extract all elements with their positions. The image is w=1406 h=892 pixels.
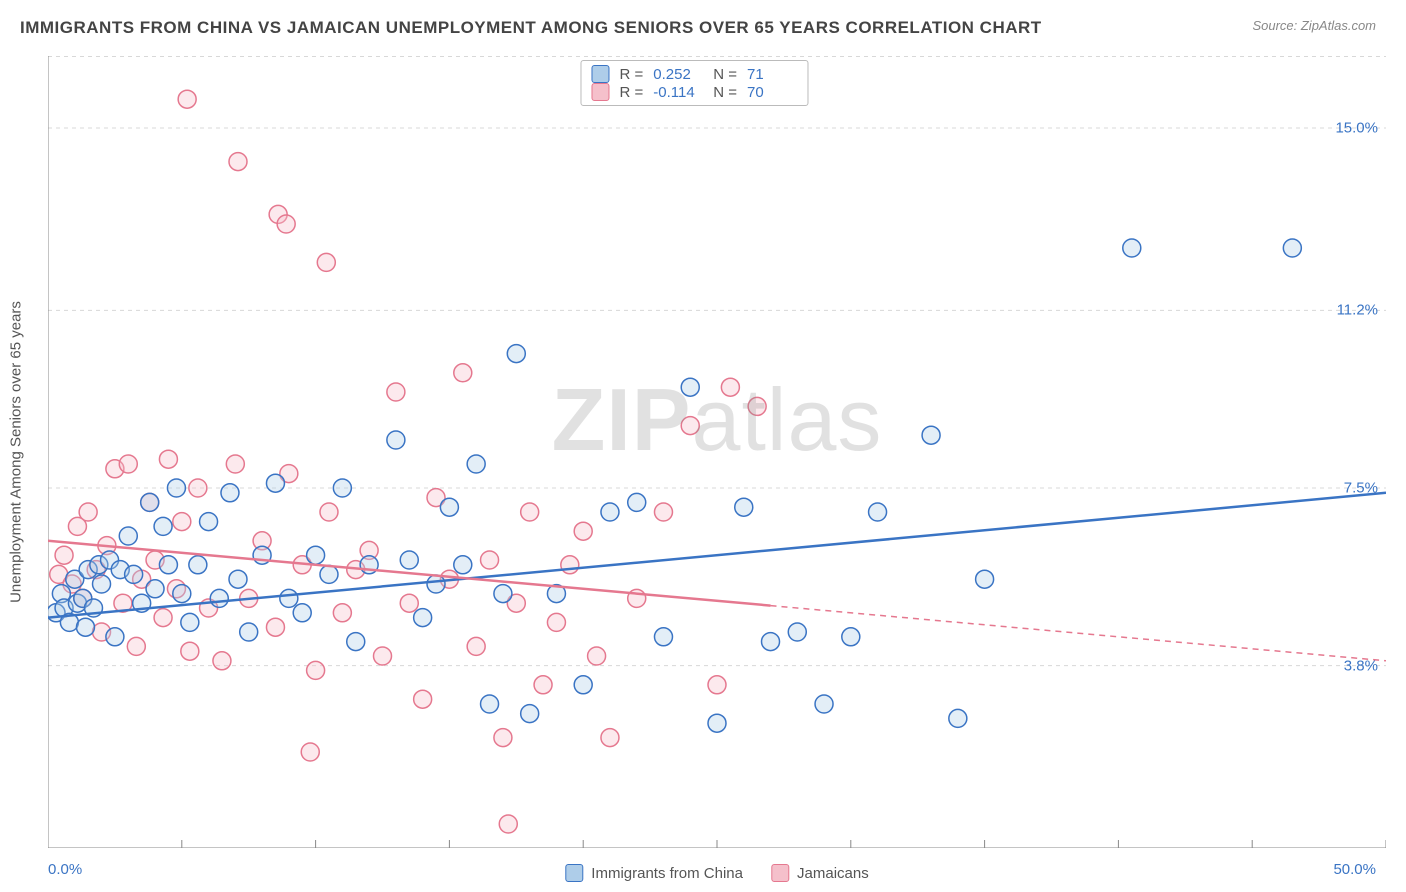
legend-swatch-china <box>591 65 609 83</box>
n-value-jamaica: 70 <box>747 84 797 101</box>
r-value-china: 0.252 <box>653 66 703 83</box>
x-axis: 0.0% 50.0% Immigrants from China Jamaica… <box>48 848 1386 892</box>
legend-swatch-jamaica <box>591 83 609 101</box>
scatter-plot <box>48 56 1386 848</box>
chart-title: IMMIGRANTS FROM CHINA VS JAMAICAN UNEMPL… <box>20 18 1042 38</box>
source-label: Source: ZipAtlas.com <box>1252 18 1376 33</box>
n-label: N = <box>713 66 737 83</box>
y-tick-label: 7.5% <box>1344 480 1378 497</box>
r-label: R = <box>619 66 643 83</box>
correlation-legend: R = 0.252 N = 71 R = -0.114 N = 70 <box>580 60 808 106</box>
y-tick-label: 11.2% <box>1337 302 1378 319</box>
legend-swatch-icon <box>565 864 583 882</box>
bottom-legend-jamaica: Jamaicans <box>771 864 869 882</box>
bottom-legend: Immigrants from China Jamaicans <box>565 864 868 882</box>
bottom-legend-china: Immigrants from China <box>565 864 743 882</box>
n-label: N = <box>713 84 737 101</box>
x-min-label: 0.0% <box>48 861 82 878</box>
n-value-china: 71 <box>747 66 797 83</box>
r-label: R = <box>619 84 643 101</box>
y-tick-label: 3.8% <box>1344 657 1378 674</box>
legend-swatch-icon <box>771 864 789 882</box>
legend-label-china: Immigrants from China <box>591 865 743 882</box>
legend-row-jamaica: R = -0.114 N = 70 <box>591 83 797 101</box>
x-max-label: 50.0% <box>1333 861 1376 878</box>
y-axis-label: Unemployment Among Seniors over 65 years <box>8 301 25 603</box>
chart-area: Unemployment Among Seniors over 65 years… <box>48 56 1386 848</box>
y-tick-label: 15.0% <box>1335 120 1378 137</box>
r-value-jamaica: -0.114 <box>653 84 703 101</box>
legend-label-jamaica: Jamaicans <box>797 865 869 882</box>
legend-row-china: R = 0.252 N = 71 <box>591 65 797 83</box>
